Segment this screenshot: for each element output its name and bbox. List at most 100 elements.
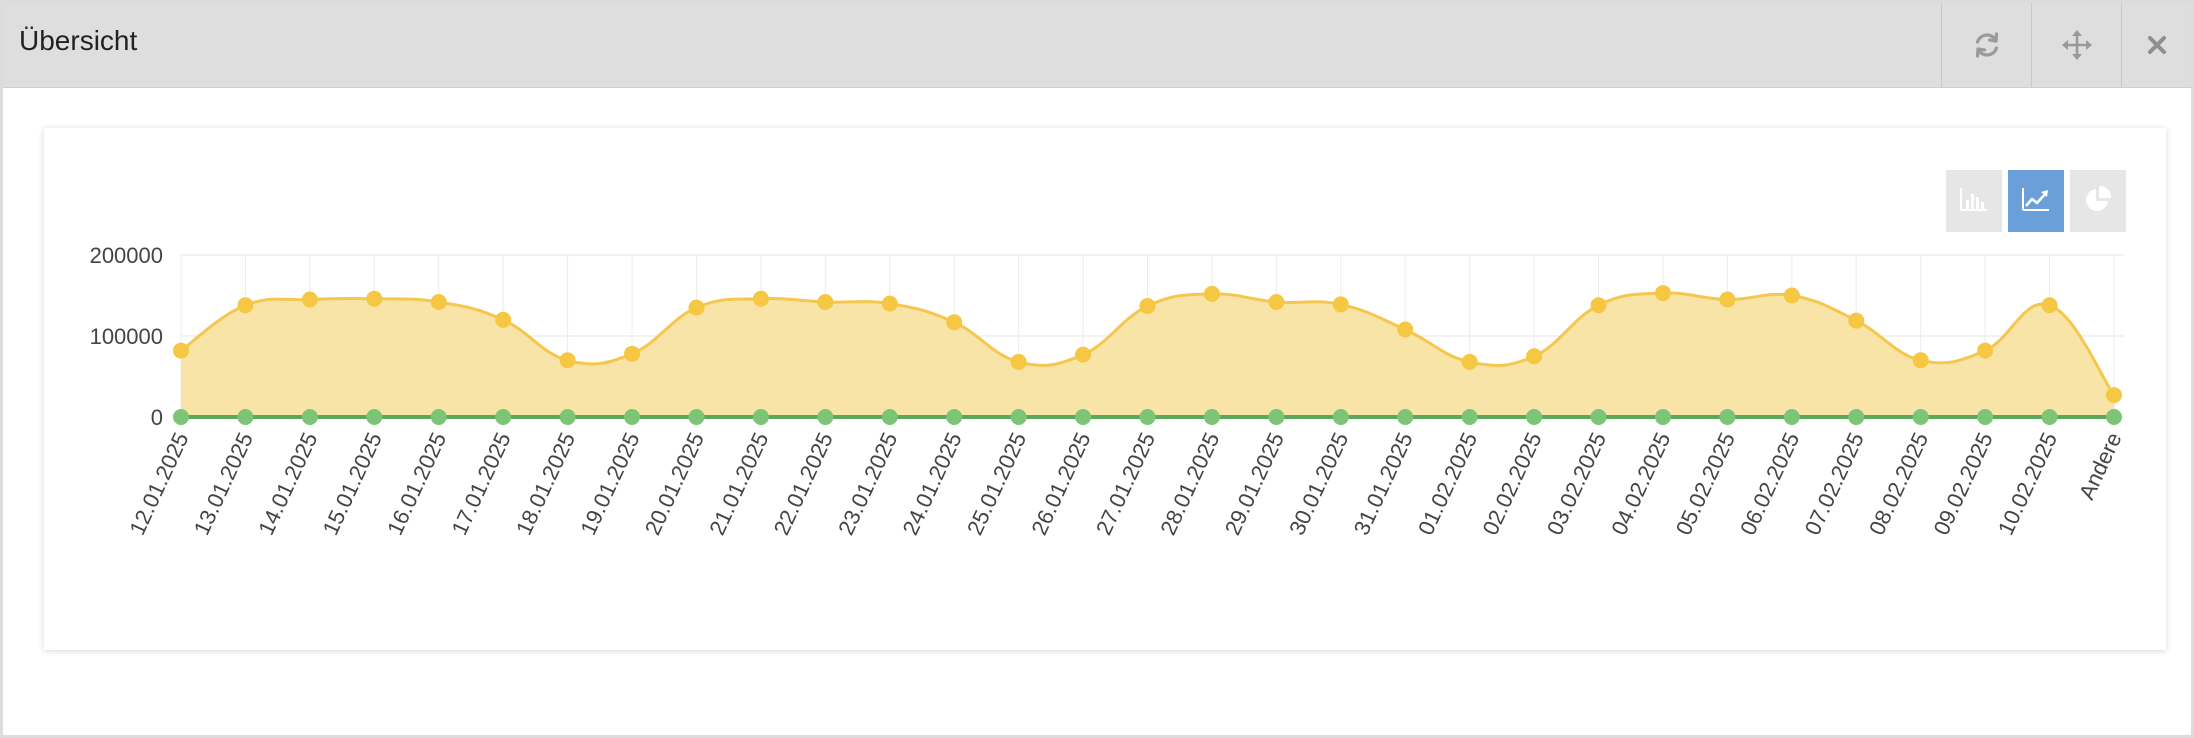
series-2-point <box>1848 409 1865 425</box>
series-2-point <box>430 409 447 425</box>
series-1-point <box>2041 297 2058 314</box>
panel-header: Übersicht <box>3 3 2191 88</box>
series-1-point <box>1332 296 1349 313</box>
series-1-point <box>1977 342 1994 359</box>
series-2-point <box>1268 409 1285 425</box>
series-1-point <box>688 299 705 316</box>
series-2-point <box>1526 409 1543 425</box>
series-1-point <box>430 293 447 310</box>
line-chart-icon <box>2021 186 2051 217</box>
series-1-point <box>1461 353 1478 370</box>
series-1-point <box>559 352 576 369</box>
x-tick-label: 29.01.2025 <box>1220 429 1289 539</box>
series-2-point <box>881 409 898 425</box>
series-1-point <box>1010 353 1027 370</box>
x-tick-label: 19.01.2025 <box>575 429 644 539</box>
y-tick-label: 100000 <box>90 324 163 349</box>
series-2-point <box>1397 409 1414 425</box>
series-2-point <box>1654 409 1671 425</box>
x-tick-label: 28.01.2025 <box>1155 429 1224 539</box>
series-2-point <box>688 409 705 425</box>
x-tick-label: 16.01.2025 <box>382 429 451 539</box>
series-2-point <box>1010 409 1027 425</box>
x-tick-label: 07.02.2025 <box>1800 429 1869 539</box>
series-1-point <box>173 342 189 359</box>
line-chart-button[interactable] <box>2008 170 2064 232</box>
x-axis-ticks: 12.01.202513.01.202514.01.202515.01.2025… <box>124 429 2126 539</box>
y-tick-label: 0 <box>151 405 163 430</box>
series-2-point <box>1590 409 1607 425</box>
series-2-point <box>366 409 383 425</box>
x-tick-label: 15.01.2025 <box>318 429 387 539</box>
refresh-button[interactable] <box>1941 3 2032 87</box>
x-tick-label: 31.01.2025 <box>1349 429 1418 539</box>
x-tick-label: 04.02.2025 <box>1606 429 1675 539</box>
series-2-point <box>1203 409 1220 425</box>
series-2-point <box>173 409 189 425</box>
y-tick-label: 200000 <box>90 243 163 268</box>
series-1-point <box>2106 387 2122 404</box>
x-tick-label: 13.01.2025 <box>189 429 258 539</box>
pie-chart-button[interactable] <box>2070 170 2126 232</box>
x-tick-label: 20.01.2025 <box>640 429 709 539</box>
x-tick-label: 12.01.2025 <box>124 429 193 539</box>
bar-chart-icon <box>1959 186 1989 217</box>
x-tick-label: 08.02.2025 <box>1864 429 1933 539</box>
refresh-icon <box>1972 30 2002 60</box>
series-1-point <box>1139 298 1156 315</box>
series-2-point <box>946 409 963 425</box>
x-tick-label: 14.01.2025 <box>253 429 322 539</box>
series-1-point <box>1075 346 1092 363</box>
x-tick-label: 27.01.2025 <box>1091 429 1160 539</box>
x-tick-label: 06.02.2025 <box>1735 429 1804 539</box>
series-2-point <box>752 409 769 425</box>
close-button[interactable] <box>2121 3 2192 87</box>
x-tick-label: 26.01.2025 <box>1026 429 1095 539</box>
x-tick-label: 01.02.2025 <box>1413 429 1482 539</box>
series-2-point <box>2041 409 2058 425</box>
x-tick-label: 25.01.2025 <box>962 429 1031 539</box>
series-1-point <box>366 290 383 307</box>
x-tick-label: 10.02.2025 <box>1993 429 2062 539</box>
series-1-point <box>1783 287 1800 304</box>
series-1-point <box>301 291 318 308</box>
x-tick-label: 17.01.2025 <box>447 429 516 539</box>
series-2-point <box>1075 409 1092 425</box>
series-2-point <box>1719 409 1736 425</box>
x-tick-label: 05.02.2025 <box>1671 429 1740 539</box>
series-2-point <box>495 409 512 425</box>
panel-title: Übersicht <box>19 25 138 56</box>
series-points <box>173 285 2122 425</box>
series-1-point <box>1590 297 1607 314</box>
series-2-point <box>559 409 576 425</box>
x-tick-label: 23.01.2025 <box>833 429 902 539</box>
series-1-point <box>817 293 834 310</box>
x-tick-label: 03.02.2025 <box>1542 429 1611 539</box>
series-2-point <box>1461 409 1478 425</box>
x-tick-label: 30.01.2025 <box>1284 429 1353 539</box>
series-2-point <box>1332 409 1349 425</box>
series-1-point <box>624 345 641 362</box>
x-tick-label: 24.01.2025 <box>898 429 967 539</box>
series-2-point <box>1139 409 1156 425</box>
series-1-point <box>946 314 963 331</box>
series-1-point <box>1654 285 1671 302</box>
bar-chart-button[interactable] <box>1946 170 2002 232</box>
series-1-point <box>1719 291 1736 308</box>
pie-chart-icon <box>2084 185 2112 218</box>
x-tick-label: 09.02.2025 <box>1928 429 1997 539</box>
series-1-point <box>752 290 769 307</box>
series-1-point <box>1912 352 1929 369</box>
series-1-point <box>237 297 254 314</box>
y-axis-ticks: 0 100000 200000 <box>90 243 163 430</box>
series-1-point <box>1848 312 1865 329</box>
series-1-point <box>1268 293 1285 310</box>
series-1-area <box>181 292 2114 417</box>
series-2-point <box>301 409 318 425</box>
series-2-point <box>1912 409 1929 425</box>
series-1-point <box>1526 348 1543 365</box>
move-button[interactable] <box>2031 3 2122 87</box>
series-1-point <box>495 311 512 328</box>
close-icon <box>2145 33 2169 57</box>
